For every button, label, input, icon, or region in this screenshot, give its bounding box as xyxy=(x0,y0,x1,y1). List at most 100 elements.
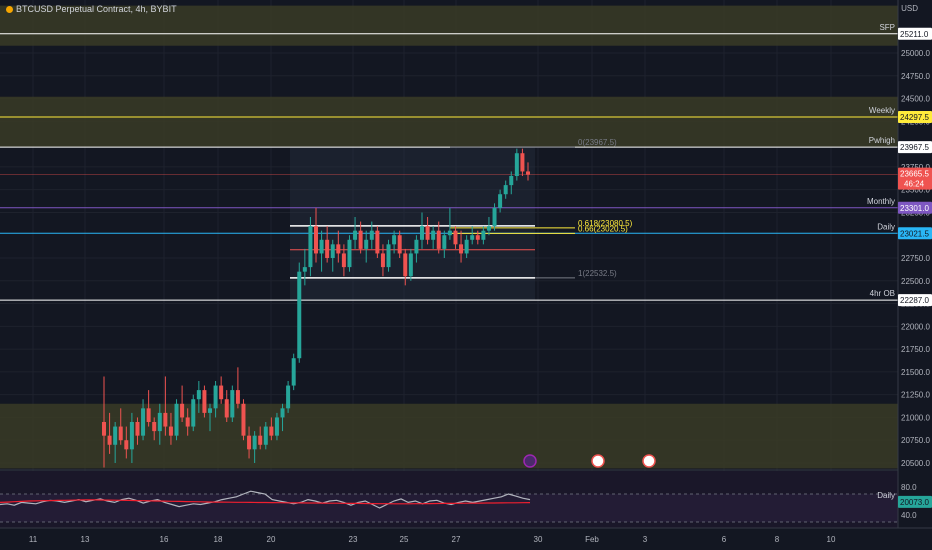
candle-body xyxy=(526,171,530,175)
level-name-label: Weekly xyxy=(869,106,895,115)
candle-body xyxy=(408,253,413,277)
indicator-tick-label: 80.0 xyxy=(901,483,917,492)
candle-body xyxy=(369,230,374,240)
candle-body xyxy=(247,435,252,450)
candle-body xyxy=(364,239,369,249)
candle-body xyxy=(341,253,346,268)
indicator-band xyxy=(0,494,898,522)
candle-body xyxy=(235,390,240,404)
candle-body xyxy=(157,412,162,432)
current-price-text: 23665.5 xyxy=(900,170,929,179)
candle-body xyxy=(475,235,480,240)
y-tick-label: 23500.0 xyxy=(901,186,930,195)
x-tick-label: 10 xyxy=(827,535,836,544)
candle-body xyxy=(509,176,514,186)
candle-body xyxy=(152,422,157,432)
level-name-label: Pwhigh xyxy=(869,136,895,145)
candle-body xyxy=(498,194,503,208)
lightning-event-icon xyxy=(523,454,537,468)
level-badge-text: 23967.5 xyxy=(900,143,929,152)
y-tick-label: 20750.0 xyxy=(901,436,930,445)
candle-body xyxy=(319,239,324,254)
level-name-label: Daily xyxy=(877,222,895,231)
x-tick-label: 25 xyxy=(400,535,409,544)
candle-body xyxy=(308,226,313,268)
candle-body xyxy=(403,253,408,277)
candle-body xyxy=(453,230,458,245)
candle-body xyxy=(141,408,146,436)
level-badge xyxy=(898,27,932,40)
candle-body xyxy=(336,244,341,254)
current-price-badge xyxy=(898,167,932,190)
candle-body xyxy=(191,399,196,427)
us-flag-event-icon xyxy=(642,454,656,468)
candle-body xyxy=(241,403,246,436)
x-tick-label: 16 xyxy=(160,535,169,544)
zone-band xyxy=(0,5,898,46)
level-name-label: Daily xyxy=(877,491,895,500)
level-badge-text: 23301.0 xyxy=(900,204,929,213)
rsi-ma-line xyxy=(0,499,531,505)
y-tick-label: 21750.0 xyxy=(901,345,930,354)
fib-label: 0.618(23080.5) xyxy=(578,219,633,228)
x-tick-label: 11 xyxy=(29,535,38,544)
candle-body xyxy=(353,230,358,240)
candle-body xyxy=(146,408,151,422)
candle-body xyxy=(486,226,491,231)
candle-body xyxy=(280,408,285,418)
candle-body xyxy=(297,271,302,359)
x-tick-label: 13 xyxy=(81,535,90,544)
candle-body xyxy=(330,244,335,258)
y-tick-label: 25000.0 xyxy=(901,49,930,58)
level-badge-text: 23021.5 xyxy=(900,229,929,238)
fib-label: 1(22532.5) xyxy=(578,269,617,278)
candle-body xyxy=(252,435,257,450)
fib-label: 0.66(23020.5) xyxy=(578,224,628,233)
x-tick-label: 3 xyxy=(643,535,648,544)
candle-body xyxy=(102,422,106,436)
zone-band xyxy=(0,116,898,147)
candle-body xyxy=(174,403,179,436)
level-badge-text: 20073.0 xyxy=(900,498,929,507)
candle-body xyxy=(230,390,235,418)
level-badge-text: 24297.5 xyxy=(900,113,929,122)
level-badge xyxy=(898,141,932,154)
candle-body xyxy=(196,390,201,400)
x-tick-label: 20 xyxy=(267,535,276,544)
candle-body xyxy=(258,435,263,445)
fib-label: 0(23967.5) xyxy=(578,138,617,147)
level-badge xyxy=(898,227,932,240)
candle-body xyxy=(431,230,436,240)
y-tick-label: 23750.0 xyxy=(901,163,930,172)
candle-body xyxy=(168,426,173,436)
candle-body xyxy=(124,440,129,450)
level-badge-text: 22287.0 xyxy=(900,296,929,305)
candle-body xyxy=(436,230,441,249)
y-tick-label: 22750.0 xyxy=(901,254,930,263)
level-badge xyxy=(898,495,932,508)
level-name-label: SFP xyxy=(879,23,895,32)
candle-body xyxy=(447,230,452,236)
candle-body xyxy=(503,185,508,195)
y-tick-label: 21250.0 xyxy=(901,391,930,400)
candle-body xyxy=(113,426,118,445)
candle-body xyxy=(129,422,134,450)
candle-body xyxy=(442,235,447,249)
candle-body xyxy=(397,235,402,254)
candle-body xyxy=(392,235,397,245)
candle-body xyxy=(380,253,385,268)
level-badge-text: 25211.0 xyxy=(900,30,929,39)
exchange-logo-icon xyxy=(6,6,13,13)
candle-body xyxy=(425,226,430,240)
zone-band xyxy=(0,96,898,117)
candle-body xyxy=(314,226,318,254)
candle-body xyxy=(481,230,486,240)
symbol-title-text: BTCUSD Perpetual Contract, 4h, BYBIT xyxy=(16,4,177,14)
candle-body xyxy=(291,358,296,386)
x-tick-label: 23 xyxy=(349,535,358,544)
x-tick-label: 18 xyxy=(214,535,223,544)
candle-body xyxy=(180,403,185,418)
countdown-text: 46:24 xyxy=(904,180,925,189)
